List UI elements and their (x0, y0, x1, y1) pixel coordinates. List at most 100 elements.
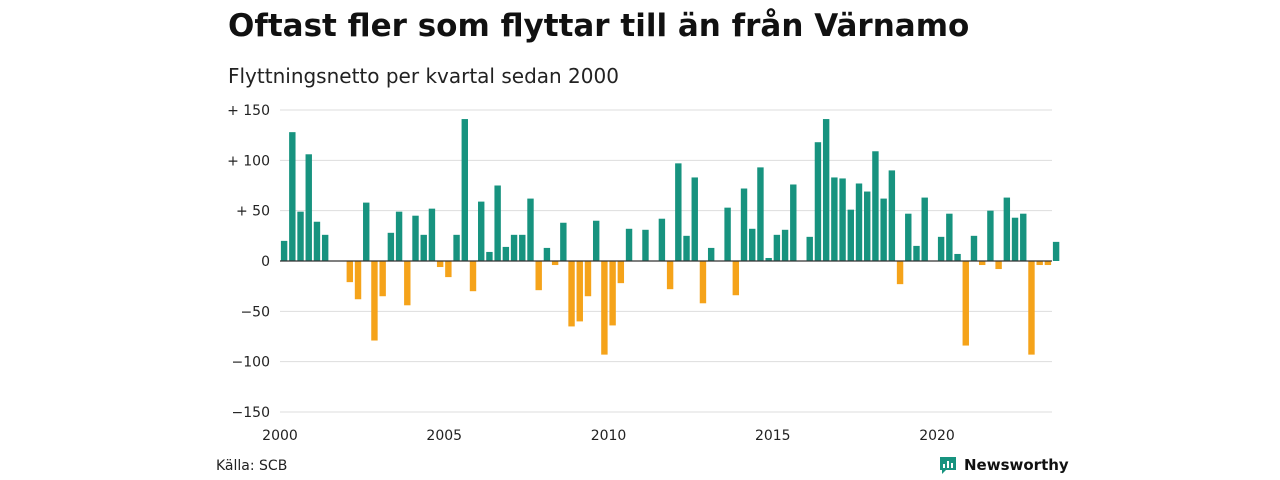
bar (494, 185, 501, 261)
bar (445, 261, 452, 278)
bar (921, 197, 928, 261)
bar (913, 245, 920, 261)
bar (970, 235, 978, 261)
bar (978, 261, 986, 266)
bar (346, 261, 354, 283)
bar (592, 220, 600, 261)
bar (954, 253, 961, 261)
bar (535, 261, 542, 291)
bar (855, 183, 863, 261)
bar (1020, 213, 1027, 261)
bar (387, 232, 395, 261)
bar (576, 261, 583, 322)
bar (551, 261, 559, 266)
bar (609, 261, 616, 326)
bar (363, 202, 370, 261)
bar (864, 191, 871, 261)
bar (486, 251, 493, 261)
bar (822, 119, 830, 261)
x-tick-label: 2010 (591, 428, 627, 444)
bar (1011, 217, 1019, 261)
bar (888, 170, 896, 261)
brand-logo[interactable]: Newsworthy (938, 455, 1069, 475)
bar (469, 261, 477, 292)
bar (642, 229, 649, 261)
bar (781, 229, 789, 261)
bar (289, 132, 296, 261)
y-tick-label: + 50 (236, 204, 270, 220)
bar (436, 261, 444, 268)
bar (371, 261, 378, 341)
x-tick-label: 2020 (919, 428, 955, 444)
y-tick-label: + 150 (227, 103, 270, 119)
bar (510, 234, 518, 261)
x-tick-label: 2005 (426, 428, 462, 444)
bar (896, 261, 904, 285)
bar (946, 213, 953, 261)
bar (321, 234, 329, 261)
bar (453, 234, 460, 261)
axis-layer: + 150 + 100 + 50 0 −50 −100 −150 2000 2005 2010 20… (227, 103, 1052, 444)
bar (962, 261, 969, 346)
bar (732, 261, 740, 296)
bar (765, 257, 772, 261)
bar (478, 201, 485, 261)
bar (937, 236, 945, 261)
bar (379, 261, 386, 297)
bar (757, 167, 764, 261)
bar (814, 142, 822, 261)
bar (1003, 197, 1011, 261)
y-tick-label: −100 (232, 355, 270, 371)
newsworthy-logo-icon (940, 457, 956, 474)
bar (543, 247, 551, 261)
bar (749, 228, 756, 261)
bar (404, 261, 411, 306)
bar (880, 198, 887, 261)
bar (987, 210, 994, 261)
bar (354, 261, 362, 300)
bar (280, 240, 288, 261)
bar (707, 247, 715, 261)
bar (617, 261, 625, 284)
bar (839, 178, 846, 261)
bar (625, 228, 633, 261)
bar (420, 234, 427, 261)
bar (872, 151, 879, 261)
bar (905, 213, 912, 261)
y-tick-label: 0 (261, 254, 270, 270)
bar (658, 218, 666, 261)
bar (724, 207, 731, 261)
bars-layer (280, 119, 1060, 355)
x-tick-label: 2000 (262, 428, 298, 444)
bar (699, 261, 707, 304)
y-tick-label: + 100 (227, 153, 270, 169)
bar (519, 234, 526, 261)
bar (683, 235, 690, 261)
brand-name: Newsworthy (964, 456, 1069, 474)
bar (773, 234, 781, 261)
bar (1036, 261, 1043, 266)
x-tick-label: 2015 (755, 428, 791, 444)
bar (412, 215, 419, 261)
bar (297, 211, 304, 261)
bar (691, 177, 698, 261)
bar (1028, 261, 1035, 355)
bar (568, 261, 575, 327)
bar (313, 221, 321, 261)
bar (847, 209, 854, 261)
y-tick-label: −50 (240, 304, 270, 320)
bar (740, 188, 748, 261)
bar (428, 208, 436, 261)
source-note: Källa: SCB (216, 458, 288, 474)
bar (601, 261, 608, 355)
bar (395, 211, 403, 261)
bar (831, 177, 838, 261)
bar (675, 163, 682, 261)
bar (584, 261, 592, 297)
bar (1044, 261, 1052, 266)
bar (1052, 241, 1060, 261)
bar (790, 184, 797, 261)
bar (995, 261, 1002, 270)
bar (502, 246, 510, 261)
bar (806, 236, 813, 261)
